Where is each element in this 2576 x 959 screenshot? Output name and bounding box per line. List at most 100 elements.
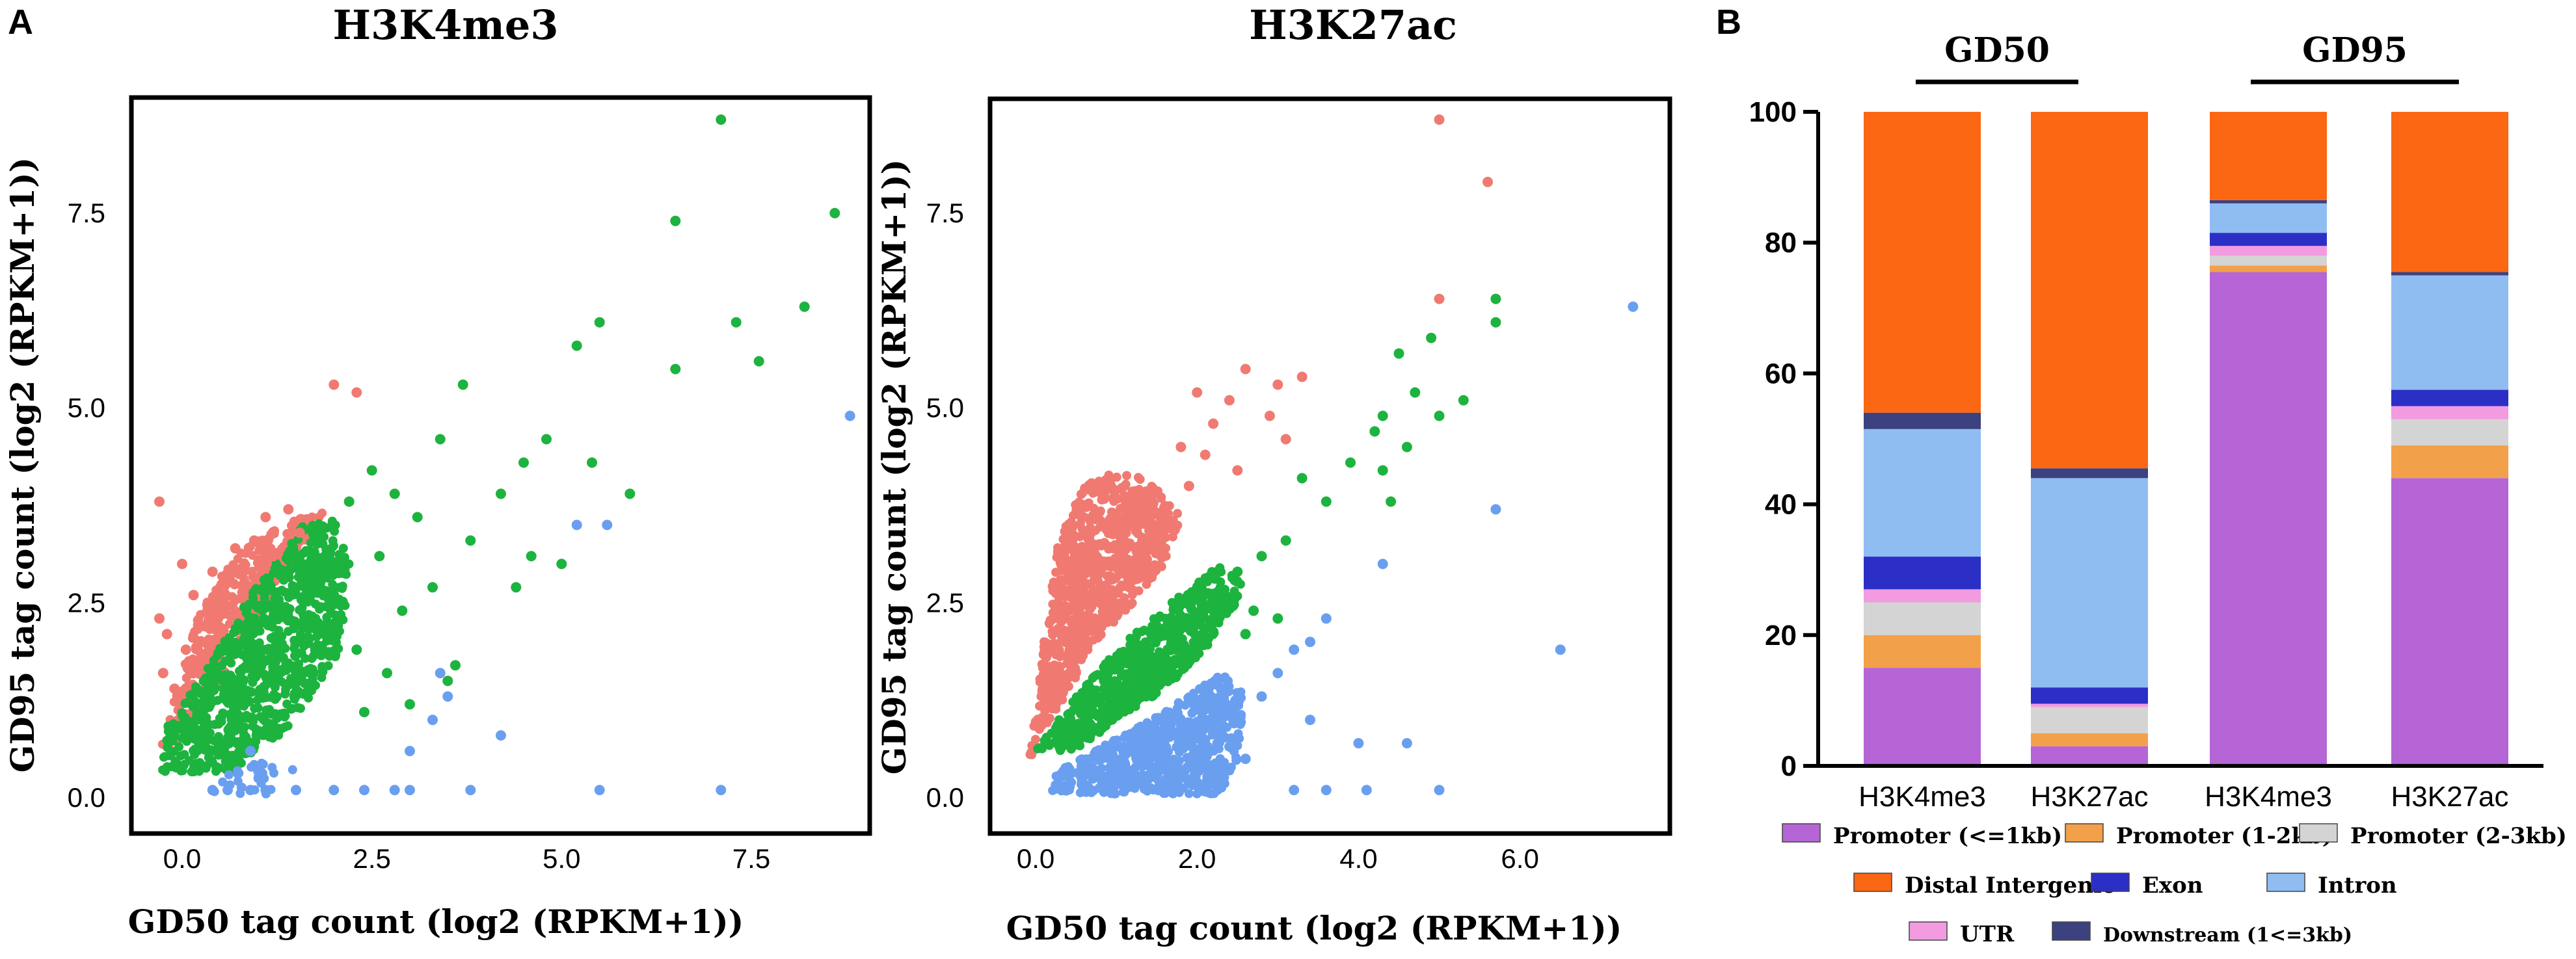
scatter-point-similar	[321, 621, 332, 632]
legend-swatch	[2052, 921, 2091, 941]
scatter-point-similar	[1393, 348, 1404, 359]
dense-point-up	[1170, 521, 1179, 531]
dense-point-up	[1104, 470, 1114, 480]
dense-point-similar	[259, 687, 269, 697]
dense-point-similar	[295, 568, 304, 578]
dense-point-down	[1232, 755, 1242, 765]
dense-point-similar	[1164, 622, 1174, 631]
scatter-point-similar	[1280, 535, 1291, 546]
dense-point-similar	[289, 590, 299, 600]
x-tick-label: 0.0	[1017, 843, 1054, 874]
dense-point-similar	[247, 712, 257, 722]
dense-point-down	[1139, 724, 1149, 733]
scatter-point-similar	[412, 512, 423, 523]
dense-point-similar	[273, 587, 283, 597]
dense-point-similar	[233, 685, 242, 694]
scatter-point-up	[237, 566, 248, 577]
scatter-point-up	[1175, 441, 1187, 453]
dense-point-similar	[229, 727, 238, 737]
dense-point-similar	[203, 664, 213, 674]
dense-point-similar	[338, 581, 347, 591]
scatter-point-similar	[1386, 496, 1397, 507]
dense-point-down	[1144, 774, 1154, 784]
dense-point-similar	[1188, 605, 1198, 615]
dense-point-down	[1173, 708, 1183, 718]
dense-point-similar	[1190, 653, 1200, 663]
dense-point-down	[224, 770, 234, 780]
bars	[1864, 112, 2508, 767]
scatter-point-similar	[571, 340, 582, 351]
dense-point-similar	[303, 632, 313, 641]
dense-point-similar	[170, 756, 180, 766]
dense-point-down	[218, 777, 228, 787]
scatter-point-similar	[1248, 605, 1259, 616]
scatter-point-similar	[457, 379, 468, 390]
scatter-point-similar	[435, 434, 446, 445]
scatter-point-up	[180, 644, 191, 655]
dense-point-up	[248, 551, 258, 560]
dense-point-down	[1192, 705, 1202, 715]
dense-point-similar	[1086, 719, 1095, 729]
dense-point-similar	[260, 577, 270, 587]
scatter-point-up	[177, 558, 187, 570]
dense-point-similar	[176, 724, 186, 733]
dense-point-similar	[235, 624, 245, 634]
dense-point-similar	[245, 650, 254, 660]
scatter-point-up	[260, 512, 271, 523]
dense-point-similar	[210, 683, 220, 692]
legend-swatch	[2299, 823, 2338, 843]
scatter-point-up	[248, 535, 260, 546]
dense-point-up	[1066, 606, 1075, 616]
legend-swatch	[1909, 921, 1948, 941]
dense-point-similar	[1190, 593, 1200, 603]
dense-point-up	[1136, 488, 1146, 497]
dense-point-up	[1032, 722, 1042, 732]
scatter-point-down	[245, 785, 256, 796]
dense-point-similar	[194, 707, 203, 716]
dense-point-down	[1148, 724, 1158, 733]
dense-point-similar	[228, 675, 238, 685]
scatter-point-up	[1272, 379, 1283, 390]
dense-point-down	[1220, 772, 1229, 782]
dense-point-up	[1125, 495, 1135, 505]
x-tick-label: 0.0	[163, 843, 201, 874]
dense-point-up	[1033, 715, 1043, 724]
dense-point-down	[1211, 677, 1220, 687]
bar-segment	[2031, 687, 2148, 704]
dense-point-up	[1042, 653, 1051, 663]
dense-point-similar	[163, 763, 172, 772]
scatter-point-similar	[1490, 293, 1501, 304]
scatter-point-up	[161, 629, 172, 640]
dense-point-similar	[233, 739, 242, 749]
dense-point-similar	[1119, 694, 1128, 703]
scatter-point-similar	[1232, 566, 1243, 577]
dense-point-up	[1053, 688, 1063, 698]
scatter-point-similar	[465, 535, 476, 546]
dense-point-up	[195, 646, 204, 656]
y-tick-label: 0.0	[68, 782, 105, 813]
dense-point-similar	[310, 547, 319, 557]
dense-point-up	[209, 602, 219, 612]
dense-point-similar	[222, 670, 232, 679]
dense-point-similar	[232, 706, 241, 716]
dense-point-similar	[209, 655, 219, 665]
dense-point-down	[1233, 692, 1242, 702]
dense-point-similar	[209, 746, 219, 756]
bar-segment	[1864, 602, 1981, 635]
dense-point-similar	[278, 638, 287, 648]
dense-point-up	[1115, 556, 1125, 565]
scatter-point-down	[1272, 668, 1283, 679]
dense-point-up	[248, 572, 258, 582]
scatter-point-down	[359, 785, 369, 796]
dense-point-similar	[185, 725, 195, 735]
scatter-point-down	[496, 730, 506, 741]
dense-point-up	[1159, 547, 1168, 557]
x-axis-ticks: 0.0 2.5 5.0 7.5	[163, 843, 770, 874]
dense-point-similar	[286, 674, 295, 683]
scatter-point-up	[207, 566, 218, 577]
dense-point-similar	[1134, 671, 1144, 681]
dense-point-up	[201, 648, 211, 658]
bar-segment	[2391, 445, 2508, 479]
bar-segment	[2391, 389, 2508, 406]
dense-point-similar	[263, 646, 273, 655]
